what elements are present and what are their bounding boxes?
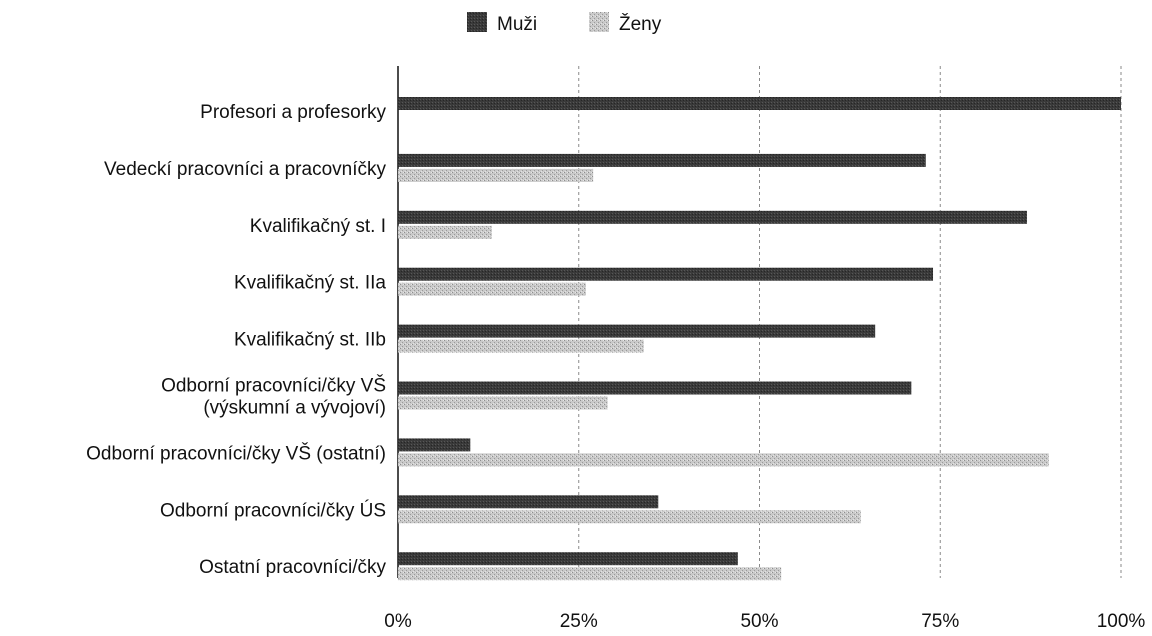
legend-label-zeny: Ženy [619,13,662,35]
bar-zeny [398,396,608,410]
category-label: Odborní pracovníci/čky ÚS [160,499,386,521]
legend-swatch-zeny [589,12,609,32]
bar-muzi [398,381,912,395]
bar-zeny [398,567,782,581]
category-label: Odborní pracovníci/čky VŠ (výskumní a výv… [161,375,386,419]
bar-muzi [398,495,659,509]
bar-muzi [398,438,471,452]
x-tick-label: 25% [560,611,598,632]
category-label: Profesori a profesorky [200,102,386,123]
bar-muzi [398,552,738,566]
bar-zeny [398,168,594,182]
legend-swatch-muzi [467,12,487,32]
category-label: Kvalifikačný st. IIb [234,330,386,351]
bar-zeny [398,225,492,239]
bars [398,97,1121,581]
category-label: Kvalifikačný st. IIa [234,273,386,294]
x-tick-label: 100% [1097,611,1146,632]
x-tick-label: 75% [921,611,959,632]
category-label: Kvalifikačný st. I [250,216,386,237]
bar-muzi [398,153,926,167]
category-label: Odborní pracovníci/čky VŠ (ostatní) [86,442,386,464]
legend-label-muzi: Muži [497,14,537,35]
bar-muzi [398,97,1121,110]
bar-muzi [398,324,876,338]
bar-muzi [398,210,1028,224]
category-label: Ostatní pracovníci/čky [199,557,386,578]
x-tick-label: 0% [384,611,412,632]
gridlines [578,66,1122,578]
category-label: Vedeckí pracovníci a pracovníčky [104,159,386,180]
bar-zeny [398,453,1049,467]
legend: Muži Ženy [467,12,662,35]
bar-zeny [398,510,861,524]
bar-zeny [398,282,586,296]
x-tick-labels: 0% 25% 50% 75% 100% [384,611,1145,632]
x-tick-label: 50% [740,611,778,632]
category-labels: Profesori a profesorky Vedeckí pracovníci… [86,102,386,578]
bar-muzi [398,267,934,281]
bar-zeny [398,339,644,353]
